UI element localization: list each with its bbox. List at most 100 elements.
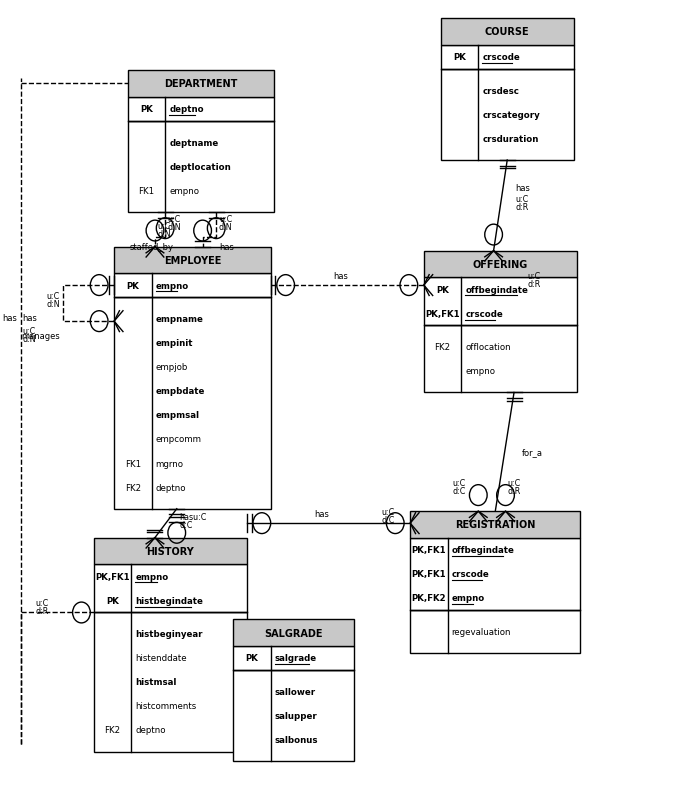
Text: d:C: d:C <box>179 520 193 529</box>
Text: PK,FK2: PK,FK2 <box>412 593 446 602</box>
Bar <box>94 613 247 751</box>
Text: u:C: u:C <box>515 195 529 205</box>
Text: u:C: u:C <box>382 508 395 516</box>
Text: u:C: u:C <box>508 478 521 487</box>
Text: COURSE: COURSE <box>485 27 529 38</box>
Text: d:N: d:N <box>46 300 59 309</box>
Text: crscode: crscode <box>452 569 489 578</box>
Text: salgrade: salgrade <box>275 654 317 662</box>
Text: deptno: deptno <box>156 483 186 492</box>
Text: deptname: deptname <box>169 139 219 148</box>
Text: manages: manages <box>21 332 59 341</box>
Bar <box>411 512 580 538</box>
Text: OFFERING: OFFERING <box>473 260 528 269</box>
Bar <box>441 19 573 46</box>
Text: d:C: d:C <box>382 516 395 525</box>
Text: has: has <box>22 314 37 322</box>
Text: histbegindate: histbegindate <box>135 596 203 605</box>
Text: crscategory: crscategory <box>482 111 540 119</box>
Bar <box>441 46 573 70</box>
Text: hasu:C: hasu:C <box>179 512 207 521</box>
Text: u:C: u:C <box>46 291 59 300</box>
Text: histcomments: histcomments <box>135 702 197 711</box>
Text: empno: empno <box>452 593 485 602</box>
Text: empbdate: empbdate <box>156 387 205 396</box>
Text: d:R: d:R <box>508 486 521 495</box>
Text: REGISTRATION: REGISTRATION <box>455 520 535 529</box>
Text: histbeginyear: histbeginyear <box>135 630 203 638</box>
Text: d:C: d:C <box>453 486 466 495</box>
Text: u:C: u:C <box>528 272 541 281</box>
Text: empno: empno <box>135 572 168 581</box>
Text: d:N: d:N <box>22 335 36 344</box>
Text: empinit: empinit <box>156 339 193 348</box>
Text: offbegindate: offbegindate <box>465 286 529 294</box>
Text: histmsal: histmsal <box>135 678 177 687</box>
Text: u:C: u:C <box>167 215 181 224</box>
Bar <box>94 565 247 613</box>
Bar <box>114 247 270 273</box>
Text: PK: PK <box>106 596 119 605</box>
Text: deptlocation: deptlocation <box>169 163 231 172</box>
Bar <box>94 538 247 565</box>
Text: empname: empname <box>156 315 204 324</box>
Text: empcomm: empcomm <box>156 435 201 444</box>
Bar <box>114 298 270 509</box>
Text: deptno: deptno <box>135 726 166 735</box>
Bar <box>424 326 577 393</box>
Text: has: has <box>515 184 530 193</box>
Bar <box>411 610 580 653</box>
Text: d:N: d:N <box>167 223 181 232</box>
Text: has: has <box>3 314 17 322</box>
Text: SALGRADE: SALGRADE <box>264 628 323 638</box>
Bar <box>128 122 274 213</box>
Bar <box>441 70 573 161</box>
Text: empmsal: empmsal <box>156 411 199 420</box>
Text: empjob: empjob <box>156 363 188 372</box>
Text: crscode: crscode <box>482 53 520 62</box>
Bar <box>128 98 274 122</box>
Text: sallower: sallower <box>275 687 316 696</box>
Text: PK,FK1: PK,FK1 <box>425 310 460 318</box>
Text: FK1: FK1 <box>125 459 141 468</box>
Text: histenddate: histenddate <box>135 654 187 662</box>
Text: has: has <box>333 272 348 281</box>
Text: FK2: FK2 <box>104 726 121 735</box>
Text: u:C: u:C <box>22 327 35 336</box>
Text: FK1: FK1 <box>139 187 155 196</box>
Text: regevaluation: regevaluation <box>452 627 511 636</box>
Text: PK: PK <box>453 53 466 62</box>
Text: crscode: crscode <box>465 310 503 318</box>
Text: u:C: u:C <box>219 215 233 224</box>
Text: PK: PK <box>140 105 153 114</box>
Text: u:C: u:C <box>453 478 466 487</box>
Bar <box>233 670 355 761</box>
Bar <box>424 251 577 277</box>
Bar <box>233 620 355 646</box>
Text: PK,FK1: PK,FK1 <box>95 572 130 581</box>
Text: offbegindate: offbegindate <box>452 545 515 554</box>
Text: u:C: u:C <box>36 598 49 608</box>
Text: FK2: FK2 <box>125 483 141 492</box>
Bar <box>424 277 577 326</box>
Text: PK: PK <box>126 282 139 290</box>
Bar <box>128 71 274 98</box>
Text: for_a: for_a <box>522 448 543 456</box>
Text: empno: empno <box>156 282 189 290</box>
Text: staffed_by: staffed_by <box>130 243 174 252</box>
Text: HISTORY: HISTORY <box>146 546 194 556</box>
Text: salbonus: salbonus <box>275 735 318 744</box>
Text: deptno: deptno <box>169 105 204 114</box>
Text: d:R: d:R <box>528 280 541 289</box>
Text: has: has <box>219 243 235 252</box>
Bar <box>233 646 355 670</box>
Text: PK: PK <box>436 286 449 294</box>
Text: crsduration: crsduration <box>482 135 539 144</box>
Bar <box>411 538 580 610</box>
Text: PK,FK1: PK,FK1 <box>412 569 446 578</box>
Text: EMPLOYEE: EMPLOYEE <box>164 256 221 265</box>
Text: PK,FK1: PK,FK1 <box>412 545 446 554</box>
Text: d:R: d:R <box>515 203 529 213</box>
Text: salupper: salupper <box>275 711 317 720</box>
Text: empno: empno <box>465 367 495 376</box>
